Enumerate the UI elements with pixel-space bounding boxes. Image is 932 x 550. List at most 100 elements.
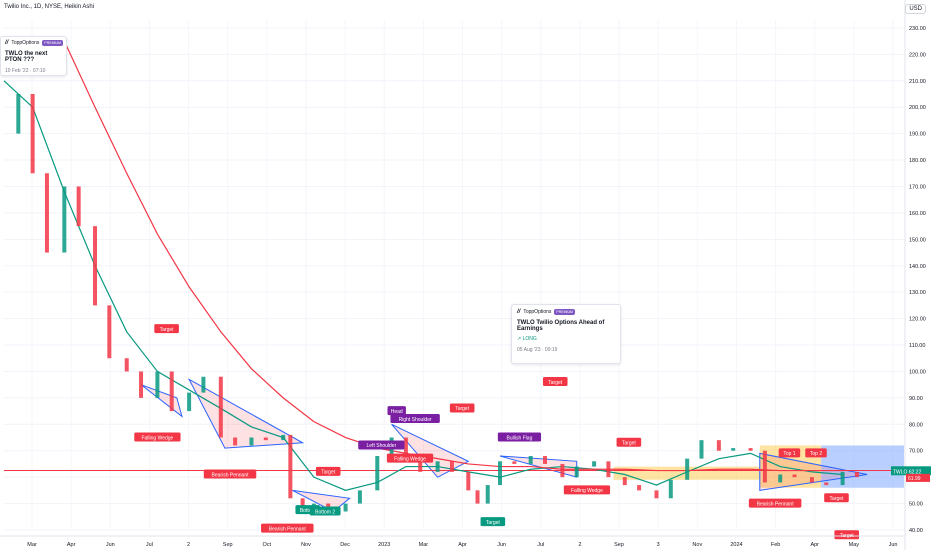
- pattern-label: Right Shoulder: [399, 417, 432, 423]
- y-tick-label: 40.00: [909, 528, 923, 534]
- idea-title: TWLO Twilio Options Ahead of Earnings: [517, 320, 605, 332]
- price-candle: [543, 456, 548, 464]
- secondary-price-label: 61.99: [908, 476, 921, 482]
- y-tick-label: 230.00: [909, 26, 926, 32]
- pattern-label-box: [748, 498, 802, 508]
- price-candle: [748, 448, 753, 451]
- secondary-price-tag: [906, 473, 930, 482]
- x-tick-label: Apr: [458, 542, 467, 548]
- y-tick-label: 120.00: [909, 317, 926, 323]
- x-tick-label: Dec: [340, 542, 350, 548]
- pattern-label-box: [387, 406, 406, 416]
- y-tick-label: 50.00: [909, 502, 923, 508]
- price-candle: [854, 471, 859, 478]
- price-candle: [592, 461, 597, 467]
- price-candle: [668, 479, 673, 499]
- price-candle: [263, 437, 268, 441]
- patterns-layer: [140, 378, 868, 513]
- y-tick-label: 100.00: [909, 369, 926, 375]
- zones-layer: [613, 445, 904, 488]
- x-tick-label: 2023: [378, 542, 390, 548]
- price-candle: [731, 448, 736, 451]
- x-tick-label: Feb: [771, 542, 780, 548]
- price-candle: [637, 485, 642, 491]
- price-candle: [169, 371, 174, 412]
- x-tick-label: May: [849, 542, 860, 548]
- price-candle: [357, 490, 362, 504]
- x-tick-label: Jun: [497, 542, 506, 548]
- y-tick-label: 170.00: [909, 184, 926, 190]
- price-candle: [76, 186, 81, 227]
- currency-button[interactable]: USD: [905, 4, 926, 14]
- price-candle: [107, 305, 112, 359]
- price-candle: [574, 466, 579, 478]
- y-tick-label: 70.00: [909, 449, 923, 455]
- price-candle: [716, 440, 721, 451]
- grid-layer: [4, 20, 905, 531]
- x-tick-label: Oct: [263, 542, 272, 548]
- price-candle: [528, 456, 533, 464]
- pattern-label-box: [497, 432, 542, 442]
- pattern-label-box: [480, 517, 506, 527]
- price-candle: [201, 376, 206, 393]
- price-candle: [187, 392, 192, 412]
- pattern-label-box: [154, 324, 179, 334]
- pattern-label-box: [386, 453, 434, 463]
- pattern-label: Top 2: [810, 451, 822, 457]
- price-candle: [418, 458, 423, 472]
- x-tick-label: 2024: [730, 542, 742, 548]
- price-candle: [824, 482, 829, 486]
- price-candle: [155, 371, 160, 398]
- pattern-label-box: [134, 432, 181, 442]
- premium-badge: PREMIUM: [42, 40, 63, 46]
- x-tick-label: Nov: [301, 542, 311, 548]
- idea-title: TWLO the next PTON ???: [5, 51, 48, 63]
- pattern-label-box: [203, 469, 257, 479]
- y-tick-label: 90.00: [909, 396, 923, 402]
- idea-card-1[interactable]: // ToppOptions PREMIUM TWLO the next PTO…: [0, 36, 67, 76]
- idea-date: 05 Aug '23 · 09:19: [517, 347, 558, 353]
- x-tick-label: 3: [657, 542, 660, 548]
- pattern-wedge: [140, 384, 183, 418]
- price-candle: [300, 498, 305, 509]
- y-tick-label: 140.00: [909, 264, 926, 270]
- price-candle: [485, 485, 490, 504]
- pattern-label: Top 1: [783, 451, 795, 457]
- y-tick-label: 130.00: [909, 290, 926, 296]
- x-tick-label: Mar: [27, 542, 37, 548]
- x-tick-label: Jul: [537, 542, 544, 548]
- x-tick-label: Jul: [146, 542, 153, 548]
- pattern-label-box: [390, 414, 440, 424]
- pattern-label-box: [315, 466, 341, 476]
- x-tick-label: 2: [578, 542, 581, 548]
- price-candle: [375, 456, 380, 491]
- price-candle: [622, 477, 627, 486]
- price-candle: [560, 463, 565, 478]
- price-candle: [343, 503, 348, 512]
- pattern-label: Falling Wedge: [571, 488, 603, 494]
- pattern-pennant: [292, 489, 351, 513]
- price-candle: [30, 93, 35, 174]
- price-candle: [699, 440, 704, 459]
- pattern-label: Left Shoulder: [367, 443, 397, 449]
- idea-card-2[interactable]: // ToppOptions PREMIUM TWLO Twilio Optio…: [511, 304, 621, 364]
- pattern-label-box: [616, 437, 642, 447]
- trend-up-icon: ↗: [517, 336, 522, 342]
- pattern-label: Bearish Pennant: [269, 526, 307, 532]
- price-candle: [762, 450, 767, 483]
- author-logo-icon: //: [5, 40, 9, 46]
- price-candle: [16, 93, 21, 134]
- idea-author: ToppOptions: [523, 309, 552, 315]
- price-candle: [218, 376, 223, 438]
- x-tick-label: 2: [187, 542, 190, 548]
- y-tick-label: 220.00: [909, 52, 926, 58]
- idea-sentiment: LONG: [522, 336, 537, 342]
- author-logo-icon: //: [517, 309, 521, 315]
- pattern-label: Target: [622, 441, 637, 447]
- pattern-label: Bullish Flag: [507, 435, 533, 441]
- x-tick-label: Mar: [419, 542, 429, 548]
- price-candle: [288, 434, 293, 499]
